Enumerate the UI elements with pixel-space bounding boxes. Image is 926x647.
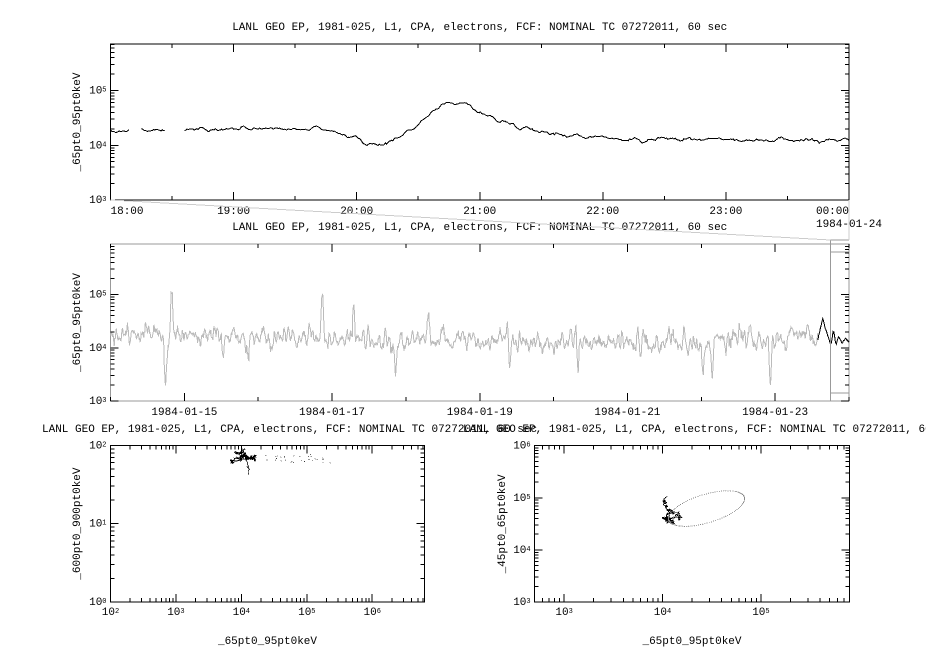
svg-text:_600pt0_900pt0keV: _600pt0_900pt0keV bbox=[72, 467, 84, 581]
svg-text:105: 105 bbox=[89, 290, 106, 302]
svg-text:105: 105 bbox=[89, 86, 106, 98]
svg-text:18:00: 18:00 bbox=[111, 206, 144, 218]
svg-text:LANL GEO EP, 1981-025, L1, CPA: LANL GEO EP, 1981-025, L1, CPA, electron… bbox=[463, 424, 926, 436]
svg-text:_65pt0_95pt0keV: _65pt0_95pt0keV bbox=[72, 72, 84, 172]
svg-text:_65pt0_95pt0keV: _65pt0_95pt0keV bbox=[217, 636, 317, 647]
svg-text:106: 106 bbox=[363, 607, 380, 619]
svg-text:101: 101 bbox=[89, 519, 106, 531]
svg-text:1984-01-21: 1984-01-21 bbox=[594, 407, 660, 419]
svg-text:102: 102 bbox=[102, 607, 119, 619]
svg-text:1984-01-15: 1984-01-15 bbox=[151, 407, 217, 419]
svg-text:103: 103 bbox=[167, 607, 184, 619]
svg-text:103: 103 bbox=[89, 396, 106, 408]
svg-text:103: 103 bbox=[555, 607, 572, 619]
svg-text:1984-01-19: 1984-01-19 bbox=[447, 407, 513, 419]
svg-text:1984-01-24: 1984-01-24 bbox=[816, 219, 882, 231]
svg-text:104: 104 bbox=[89, 343, 106, 355]
svg-text:105: 105 bbox=[513, 493, 530, 505]
svg-text:106: 106 bbox=[513, 441, 530, 453]
svg-text:00:00: 00:00 bbox=[816, 206, 849, 218]
svg-text:102: 102 bbox=[89, 440, 106, 452]
svg-text:1984-01-17: 1984-01-17 bbox=[299, 407, 365, 419]
svg-text:104: 104 bbox=[513, 545, 530, 557]
svg-text:104: 104 bbox=[654, 607, 671, 619]
svg-text:103: 103 bbox=[513, 597, 530, 609]
svg-text:20:00: 20:00 bbox=[340, 206, 373, 218]
svg-text:23:00: 23:00 bbox=[709, 206, 742, 218]
svg-text:LANL GEO EP, 1981-025, L1, CPA: LANL GEO EP, 1981-025, L1, CPA, electron… bbox=[232, 22, 727, 34]
svg-text:1984-01-23: 1984-01-23 bbox=[742, 407, 808, 419]
svg-text:104: 104 bbox=[89, 140, 106, 152]
svg-text:105: 105 bbox=[298, 607, 315, 619]
svg-text:105: 105 bbox=[752, 607, 769, 619]
svg-text:_65pt0_95pt0keV: _65pt0_95pt0keV bbox=[641, 636, 741, 647]
svg-text:_65pt0_95pt0keV: _65pt0_95pt0keV bbox=[72, 273, 84, 373]
svg-text:22:00: 22:00 bbox=[586, 206, 619, 218]
svg-text:103: 103 bbox=[89, 195, 106, 207]
svg-text:_45pt0_65pt0keV: _45pt0_65pt0keV bbox=[497, 474, 509, 574]
svg-text:104: 104 bbox=[233, 607, 250, 619]
svg-text:LANL GEO EP, 1981-025, L1, CPA: LANL GEO EP, 1981-025, L1, CPA, electron… bbox=[232, 222, 727, 234]
svg-text:21:00: 21:00 bbox=[463, 206, 496, 218]
